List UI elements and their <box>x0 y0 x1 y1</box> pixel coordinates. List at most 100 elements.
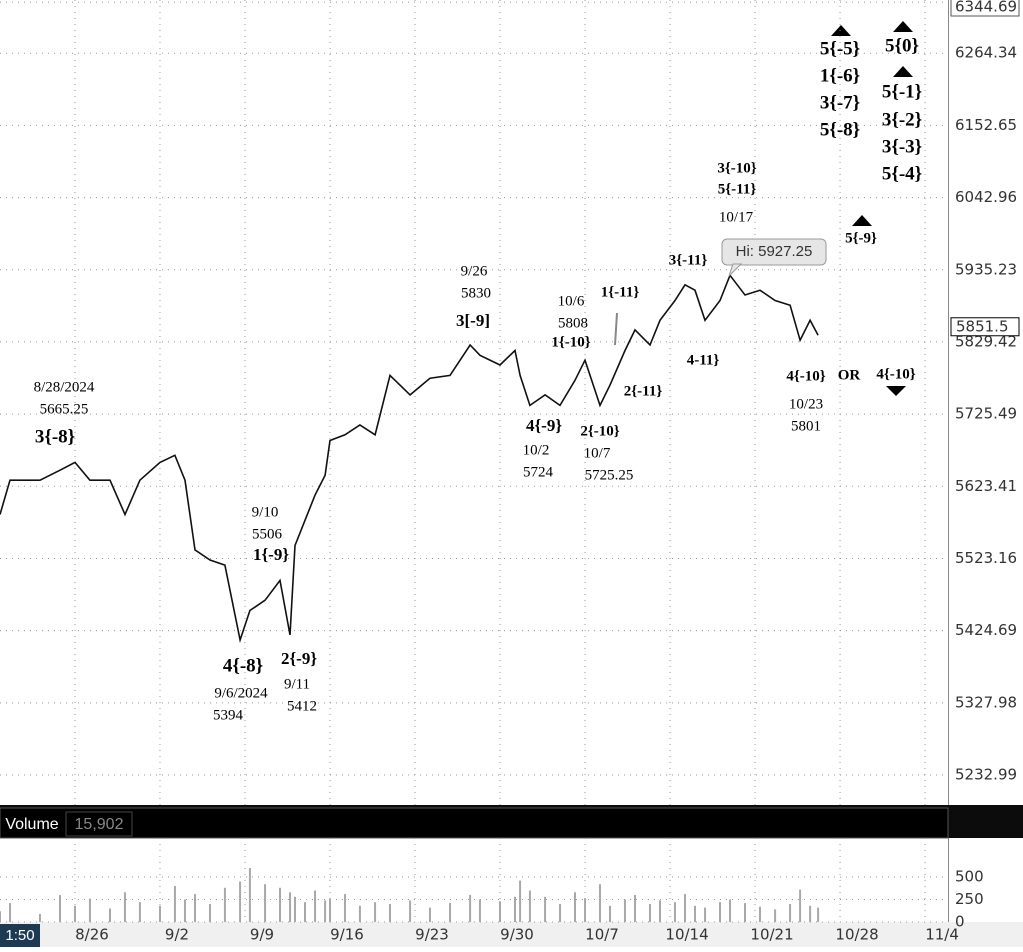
volume-bar <box>573 892 576 922</box>
volume-bar <box>528 890 531 922</box>
annotation: 3{-7} <box>820 92 860 113</box>
price-pane <box>0 0 948 805</box>
volume-bar <box>409 900 412 922</box>
x-tick-label: 11/4 <box>925 926 959 944</box>
x-tick-label: 9/30 <box>500 926 534 944</box>
readout-box <box>65 811 133 837</box>
annotation: 1{-11} <box>601 284 640 300</box>
volume-bar <box>108 908 111 922</box>
volume-bar <box>744 903 747 922</box>
x-tick-label: 10/14 <box>665 926 708 944</box>
volume-bar <box>173 885 176 922</box>
last-price-box <box>950 317 1020 337</box>
volume-bar <box>158 905 161 922</box>
volume-bar <box>694 905 697 922</box>
volume-bar <box>478 899 481 922</box>
volume-bar <box>544 896 547 922</box>
volume-bar <box>449 903 452 922</box>
volume-bar <box>0 911 1 922</box>
volume-bar <box>38 913 41 922</box>
volume-bar <box>328 898 331 922</box>
annotation: 5801 <box>791 418 821 434</box>
volume-bar <box>719 902 722 922</box>
annotation: 3[-9] <box>456 311 490 330</box>
annotation: 1{-6} <box>820 65 860 86</box>
annotation: 9/26 <box>461 263 488 279</box>
annotation: 1{-9} <box>253 545 289 564</box>
time-axis <box>0 922 1023 947</box>
volume-bar <box>634 894 637 922</box>
volume-bar <box>817 907 820 922</box>
up-arrow <box>831 25 851 36</box>
y-tick-label: 6264.34 <box>955 44 1017 62</box>
annotation: 4{-10} <box>786 368 825 384</box>
annotation: 5725.25 <box>585 467 634 483</box>
annotation: 3{-8} <box>35 426 75 447</box>
high-callout: Hi: 5927.25 <box>736 243 813 260</box>
volume-bar <box>194 894 197 922</box>
annotation: 5{0} <box>885 35 919 56</box>
y-tick-label: 5623.41 <box>955 477 1017 495</box>
last-price: 5851.5 <box>956 317 1009 335</box>
y-tick-label: 5725.49 <box>955 405 1017 423</box>
volume-bar <box>239 881 242 922</box>
time-label: 1:50 <box>5 927 34 944</box>
y-tick-label: 250 <box>955 890 984 908</box>
y-tick-label: 5232.99 <box>955 765 1017 783</box>
y-tick-label: 6344.69 <box>955 0 1017 16</box>
x-tick-label: 10/7 <box>585 926 619 944</box>
annotation: 5{-5} <box>820 38 860 59</box>
volume-bar <box>623 899 626 922</box>
volume-bar <box>293 896 296 922</box>
up-arrow <box>893 21 913 32</box>
annotation: 9/10 <box>252 504 279 520</box>
volume-bar <box>374 902 377 922</box>
volume-bar <box>648 903 651 922</box>
volume-bar <box>343 894 346 922</box>
volume-bar <box>123 892 126 922</box>
annotation: 5665.25 <box>40 401 89 417</box>
y-tick-label: 500 <box>955 867 984 885</box>
volume-title: Volume <box>5 816 58 833</box>
up-arrow <box>852 215 872 226</box>
annotation: 10/23 <box>789 396 823 412</box>
annotation: 1{-10} <box>551 334 590 350</box>
annotation: 9/11 <box>284 676 310 692</box>
annotation: 2{-10} <box>580 423 619 439</box>
y-tick-label: 5935.23 <box>955 260 1017 278</box>
annotation: 4{-9} <box>526 416 562 435</box>
volume-bar <box>499 901 502 922</box>
volume-bar <box>609 905 612 922</box>
volume-bar <box>513 896 516 922</box>
time-box <box>0 924 40 947</box>
volume-bar <box>559 903 562 922</box>
volume-bar <box>584 898 587 922</box>
volume-bar <box>428 907 431 922</box>
volume-bar <box>358 905 361 922</box>
volume-bar <box>183 899 186 922</box>
annotation: 5{-1} <box>882 81 922 102</box>
volume-bar <box>248 867 251 922</box>
volume-bar <box>304 902 307 922</box>
x-tick-label: 9/2 <box>165 926 189 944</box>
volume-readout: 15,902 <box>75 816 124 833</box>
annotation: OR <box>838 367 861 383</box>
y-tick-label: 0 <box>955 913 965 931</box>
annotation: 10/6 <box>558 293 585 309</box>
volume-bar <box>389 903 392 922</box>
annotation: 2{-9} <box>281 649 317 668</box>
annotation: 10/17 <box>719 209 754 225</box>
volume-bar <box>324 900 327 922</box>
high-box <box>721 238 827 266</box>
x-tick-label: 10/28 <box>835 926 878 944</box>
annotation: 9/6/2024 <box>214 685 268 701</box>
annotation: 5{-4} <box>882 163 922 184</box>
annotation: 5724 <box>523 464 554 480</box>
annotation: 5{-8} <box>820 119 860 140</box>
volume-bar <box>809 905 812 922</box>
volume-bar <box>789 903 792 922</box>
volume-bar <box>758 906 761 922</box>
volume-bar <box>208 903 211 922</box>
y-tick-label: 5327.98 <box>955 693 1017 711</box>
